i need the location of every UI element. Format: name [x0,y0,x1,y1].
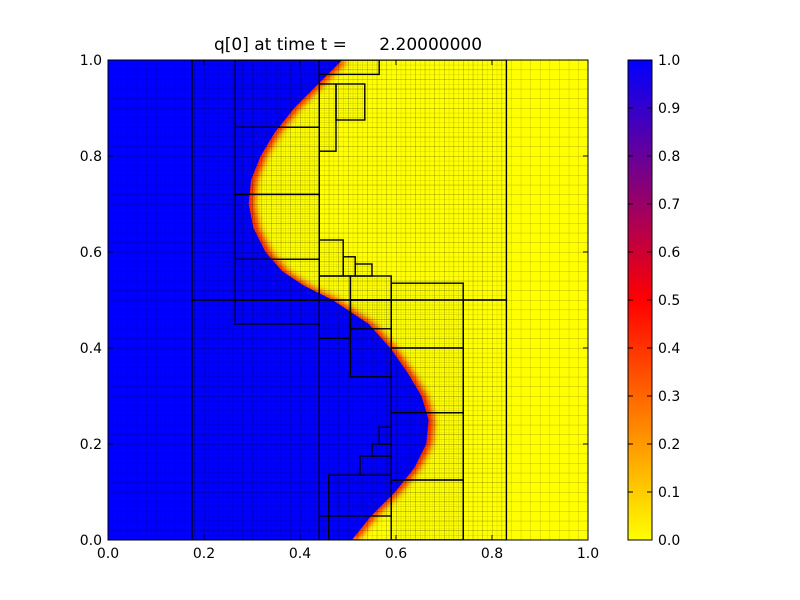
grid-level3-patch [379,427,392,444]
grid-level3-patch [328,475,392,516]
y-tick-label: 0.2 [80,437,102,453]
x-tick-label: 0.2 [193,546,215,562]
colorbar-tick-label: 0.7 [658,197,680,213]
colorbar: 0.0 0.1 0.2 0.3 0.4 0.5 0.6 0.7 0.8 0.9 1.0 [627,53,680,549]
grid-level3-patch [360,456,392,476]
colorbar-tick-label: 0.0 [658,533,680,549]
y-tick-label: 0.6 [80,245,102,261]
amr-patches [191,60,508,540]
grid-level3-patch [350,300,392,329]
grid-level3-patch [372,444,392,456]
grid-level2-patch [192,300,320,540]
grid-level3-patch [355,264,372,276]
colorbar-tick-label: 0.8 [658,149,680,165]
grid-level3-patch [319,84,336,152]
grid-level3-patch [391,480,464,540]
colorbar-tick-label: 0.2 [658,437,680,453]
y-tick-label: 0.8 [80,149,102,165]
patch-outline [318,60,380,76]
colorbar-tick-label: 0.5 [658,293,680,309]
y-tick-label: 0.0 [80,533,102,549]
x-tick-label: 0.6 [385,546,407,562]
grid-level3-patch [235,127,320,195]
colorbar-tick-label: 0.9 [658,101,680,117]
grid-level3-patch [319,276,351,339]
x-axis: 0.0 0.2 0.4 0.6 0.8 1.0 [97,60,599,562]
colorbar-tick-label: 0.3 [658,389,680,405]
colorbar-tick-label: 0.1 [658,485,680,501]
colorbar-tick-label: 0.6 [658,245,680,261]
patch-outline [318,515,330,540]
y-tick-label: 0.4 [80,341,102,357]
grid-level3-patch [235,194,320,260]
grid-level3-patch [350,276,392,300]
x-tick-label: 0.4 [289,546,311,562]
patch-outline [378,426,392,445]
grid-level3-patch [319,516,329,540]
colorbar-tick-label: 1.0 [658,53,680,69]
x-tick-label: 1.0 [577,546,599,562]
grid-level3-patch [235,300,320,324]
plot-area [108,60,588,540]
colorbar-ticks: 0.0 0.1 0.2 0.3 0.4 0.5 0.6 0.7 0.8 0.9 1.0 [628,53,680,549]
y-axis: 0.0 0.2 0.4 0.6 0.8 1.0 [80,53,588,549]
colorbar-tick-label: 0.4 [658,341,680,357]
grid-level3-patch [336,84,365,120]
patch-outline [335,83,366,121]
grid-level3-patch [235,259,320,300]
grid-level3-patch [319,240,344,276]
y-tick-label: 1.0 [80,53,102,69]
plot-frame [107,59,589,541]
grid-level3-patch [391,412,464,480]
grid-level3-patch [319,60,380,75]
x-tick-label: 0.8 [481,546,503,562]
chart-title: q[0] at time t = 2.20000000 [213,35,483,55]
grid-level3-patch [391,283,464,348]
grid-level3-patch [235,60,320,128]
grid-level3-patch [343,256,356,276]
grid-level3-patch [391,348,464,413]
grid-level2-patch [463,300,507,540]
x-tick-label: 0.0 [97,546,119,562]
